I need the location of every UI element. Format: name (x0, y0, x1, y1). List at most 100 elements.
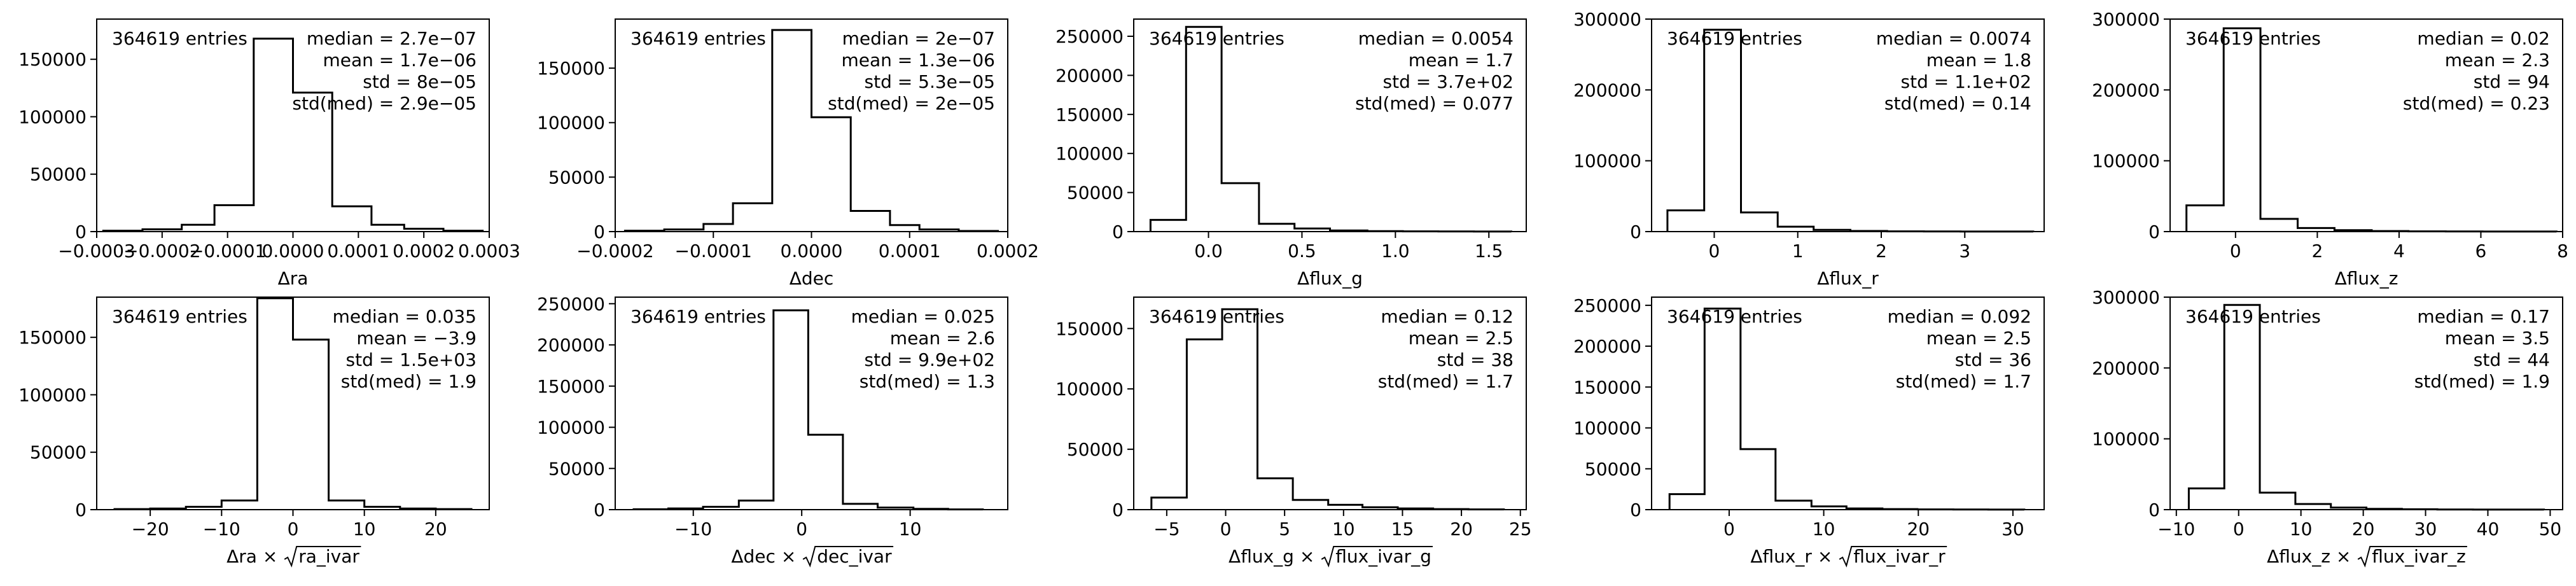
y-tick-label: 0 (594, 499, 605, 520)
x-tick-label: 40 (2477, 519, 2500, 540)
stat-annotation: median = 0.035 (333, 306, 477, 327)
y-tick-label: 150000 (1055, 318, 1124, 339)
histogram-series (623, 29, 999, 232)
y-tick-label: 200000 (1573, 80, 1641, 101)
x-tick-label: 1 (1792, 241, 1804, 262)
x-tick-label: −0.0002 (576, 241, 653, 262)
x-axis-label-main: Δra × (226, 546, 283, 567)
y-tick-label: 0 (2148, 499, 2160, 520)
x-tick-label: 0 (2233, 519, 2245, 540)
x-tick-label: −5 (1153, 519, 1180, 540)
y-tick-label: 100000 (537, 113, 605, 134)
entries-annotation: 364619 entries (1149, 28, 1285, 49)
x-tick-label: 20 (2352, 519, 2375, 540)
stat-annotation: mean = 2.5 (1926, 328, 2031, 349)
y-tick-label: 150000 (18, 49, 87, 70)
stat-annotation: std = 36 (1955, 349, 2031, 370)
x-tick-label: 20 (424, 519, 447, 540)
x-tick-label: 20 (1450, 519, 1473, 540)
axes-frame (1133, 18, 1527, 232)
x-axis-label: Δdec × dec_ivar (731, 546, 894, 568)
y-tick-label: 50000 (548, 167, 605, 188)
stat-annotation: mean = 1.7e−06 (323, 50, 477, 71)
x-axis-label-text: Δflux_g × flux_ivar_g (1229, 546, 1431, 567)
stat-annotation: std(med) = 0.14 (1884, 93, 2031, 114)
y-tick-label: 200000 (1055, 65, 1124, 86)
x-axis-label-text: Δflux_r × flux_ivar_r (1750, 546, 1946, 567)
y-tick-label: 50000 (30, 164, 87, 185)
x-tick-label: 30 (2002, 519, 2024, 540)
y-tick-label: 0 (75, 499, 87, 520)
stat-annotation: median = 0.025 (851, 306, 995, 327)
x-axis-label: Δflux_r (1817, 268, 1879, 289)
stat-annotation: median = 0.092 (1888, 306, 2031, 327)
x-tick-label: 50 (2539, 519, 2562, 540)
axes-frame (1651, 18, 2045, 232)
y-tick-label: 200000 (2092, 80, 2160, 101)
histogram-panel: 0.0 0.5 1.0 1.5 0 50000 100000 150000 200000 2500… (1055, 18, 1527, 289)
stat-annotation: median = 0.0074 (1876, 28, 2031, 49)
entries-annotation: 364619 entries (1667, 28, 1802, 49)
entries-annotation: 364619 entries (112, 28, 247, 49)
x-tick-label: 0.0000 (262, 241, 324, 262)
y-tick-label: 150000 (537, 376, 605, 397)
x-axis-label: Δra × ra_ivar (226, 546, 361, 568)
x-axis-label-sqrt-arg: flux_ivar_g (1335, 546, 1431, 567)
stat-annotation: std(med) = 1.7 (1378, 371, 1514, 392)
x-tick-label: 0 (2230, 241, 2241, 262)
y-tick-label: 250000 (1055, 26, 1124, 47)
sqrt-symbol (2357, 546, 2467, 568)
y-tick-label: 300000 (1573, 9, 1641, 30)
stat-annotation: std = 94 (2474, 71, 2550, 92)
x-axis-label-text: Δdec × dec_ivar (731, 546, 892, 567)
axes-frame (1133, 296, 1527, 510)
y-tick-label: 250000 (537, 293, 605, 314)
x-axis-label: Δflux_r × flux_ivar_r (1750, 546, 1947, 568)
stat-annotation: std = 8e−05 (363, 71, 477, 92)
stat-annotation: std = 1.1e+02 (1901, 71, 2031, 92)
y-tick-label: 50000 (1585, 459, 1641, 480)
y-tick-label: 0 (1112, 221, 1124, 242)
histogram-series (632, 309, 984, 511)
y-tick-label: 100000 (1573, 418, 1641, 439)
x-axis-label-sqrt-arg: dec_ivar (817, 546, 892, 567)
entries-annotation: 364619 entries (112, 306, 247, 327)
y-tick-label: 150000 (18, 327, 87, 348)
x-axis-label: Δflux_g × flux_ivar_g (1229, 546, 1433, 568)
histogram-series (113, 297, 473, 510)
histogram-panel: −10 0 10 20 30 40 500100000200000300000364619 … (2092, 287, 2563, 568)
y-tick-label: 100000 (1055, 143, 1124, 164)
stat-annotation: median = 0.02 (2417, 28, 2550, 49)
y-tick-label: 200000 (1573, 336, 1641, 357)
stat-annotation: mean = 1.3e−06 (841, 50, 995, 71)
x-tick-label: 10 (1813, 519, 1835, 540)
stat-annotation: std(med) = 0.077 (1355, 93, 1514, 114)
stat-annotation: mean = −3.9 (356, 328, 477, 349)
x-tick-label: 3 (1959, 241, 1970, 262)
x-axis-label: Δflux_g (1297, 268, 1363, 289)
stat-annotation: std = 9.9e+02 (865, 349, 995, 370)
x-axis-label-sqrt-arg: flux_ivar_r (1853, 546, 1946, 567)
sqrt-symbol (284, 546, 361, 568)
stat-annotation: std(med) = 1.9 (2414, 371, 2550, 392)
x-tick-label: −10 (674, 519, 712, 540)
stat-annotation: std = 5.3e−05 (865, 71, 995, 92)
y-tick-label: 0 (1630, 221, 1641, 242)
x-axis-label: Δdec (790, 268, 834, 289)
x-axis-label: Δflux_z × flux_ivar_z (2267, 546, 2467, 568)
y-tick-label: 100000 (18, 106, 87, 127)
entries-annotation: 364619 entries (1667, 306, 1802, 327)
histogram-panel: 0 10 20 30 0 50000 100000 150000 200000 250000 364… (1573, 295, 2045, 568)
stat-annotation: mean = 1.8 (1926, 50, 2031, 71)
stat-annotation: median = 0.12 (1381, 306, 1514, 327)
y-tick-label: 0 (1630, 499, 1641, 520)
y-tick-label: 50000 (548, 458, 605, 479)
x-tick-label: 2 (1876, 241, 1887, 262)
x-tick-label: 0.5 (1288, 241, 1316, 262)
x-axis-label: Δflux_z (2335, 268, 2398, 289)
x-tick-label: 0.0003 (458, 241, 520, 262)
x-tick-label: 0.0002 (977, 241, 1039, 262)
sqrt-symbol (1839, 546, 1947, 568)
